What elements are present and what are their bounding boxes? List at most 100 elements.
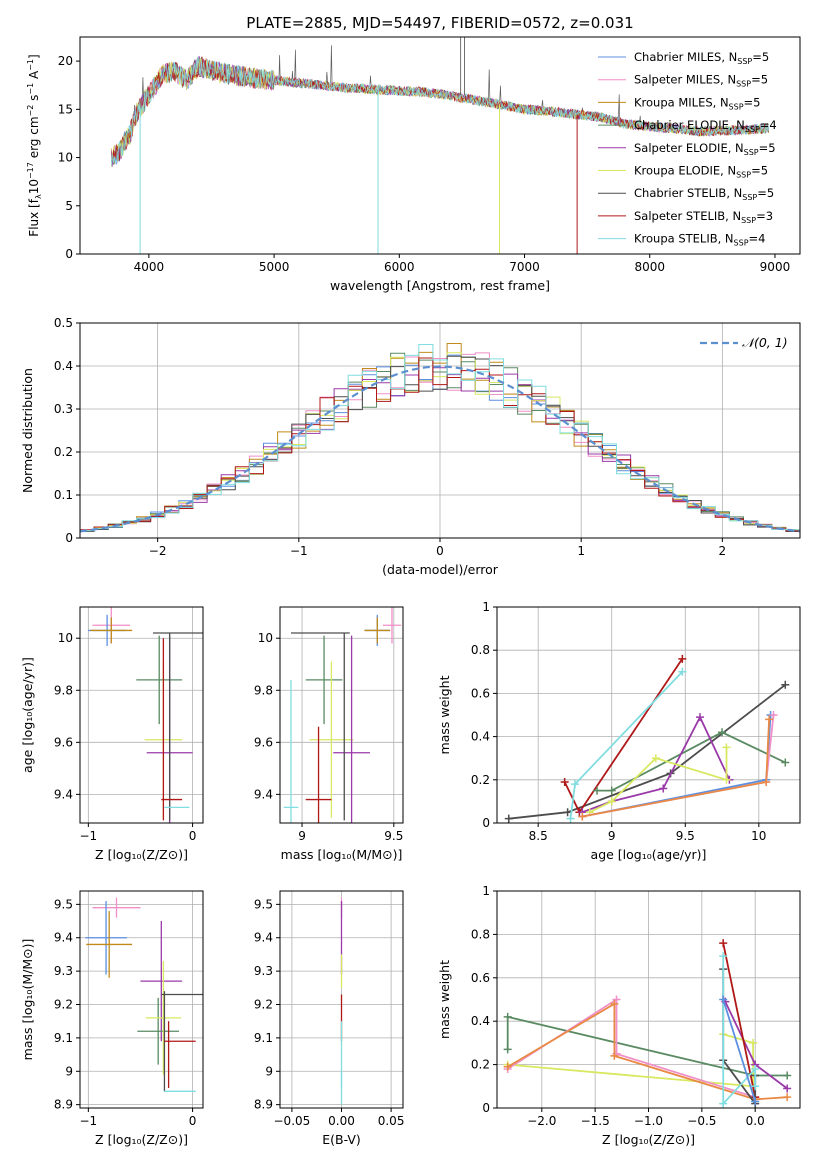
x-tick-label: 9 [298, 829, 306, 843]
weight-marker [783, 1071, 792, 1080]
plot-area-mass-weight-vs-z [503, 939, 792, 1108]
x-tick-label: 9000 [760, 260, 791, 274]
weight-marker [659, 784, 668, 793]
weight-marker [751, 1082, 760, 1091]
weight-marker [719, 952, 728, 961]
axes-mass-vs-z: −1 0 8.9 9 9.1 9.2 9.3 9.4 9.5 Z [log₁₀(Z/Z⊙)] mas… [20, 890, 204, 1147]
y-tick-label: 0.1 [54, 488, 73, 502]
plot-area-mass-weight-vs-age [504, 654, 790, 823]
axes-spectrum: 4000 5000 6000 7000 8000 9000 0 5 10 15 20 waveleng… [26, 36, 801, 293]
axes-frame [279, 890, 404, 1109]
y-tick-label: 8.9 [254, 1098, 273, 1112]
y-axis-label: age [log₁₀(age/yr)] [20, 657, 35, 773]
y-tick-label: 0.6 [471, 686, 490, 700]
weight-marker [722, 775, 731, 784]
x-tick-label: −1.0 [634, 1114, 663, 1128]
weight-marker [504, 814, 513, 823]
x-tick-label: 8000 [634, 260, 665, 274]
y-tick-label: 10 [58, 151, 73, 165]
y-tick-label: 0.8 [471, 927, 490, 941]
y-tick-label: 0 [482, 1101, 490, 1115]
axes-residuals: −2 −1 0 1 2 0 0.1 0.2 0.3 0.4 0.5 (data-model)/erro… [20, 316, 801, 577]
axes-mass-vs-ebv: −0.05 0.00 0.05 8.9 9 9.1 9.2 9.3 9.4 9.5 E(B-V) [254, 890, 405, 1147]
x-axis-label: E(B-V) [322, 1132, 361, 1147]
x-tick-label: −2.0 [527, 1114, 556, 1128]
x-tick-label: 1 [577, 544, 585, 558]
y-tick-label: 9.5 [54, 897, 73, 911]
axes-frame [79, 890, 204, 1109]
y-tick-label: 1 [482, 884, 490, 898]
axes-mass-weight-vs-age: 8.5 9 9.5 10 0 0.2 0.4 0.6 0.8 1 age [log₁₀(age/yr… [437, 600, 801, 862]
weight-marker [719, 1099, 728, 1108]
x-tick-label: 0 [436, 544, 444, 558]
y-tick-label: 0.2 [54, 445, 73, 459]
weight-line [508, 684, 786, 820]
x-tick-label: 0.05 [378, 1114, 405, 1128]
axes-frame [79, 36, 801, 255]
legend-entry: Kroupa ELODIE, NSSP=5 [634, 164, 768, 180]
weight-marker [783, 1093, 792, 1102]
weight-marker [566, 814, 575, 823]
x-tick-label: 10 [751, 829, 766, 843]
legend-entry: Salpeter STELIB, NSSP=3 [634, 209, 773, 225]
weight-marker [503, 1045, 512, 1054]
spectrum-line [110, 56, 770, 166]
x-tick-label: −0.05 [274, 1114, 311, 1128]
y-tick-label: 9.3 [54, 964, 73, 978]
y-axis-label: mass weight [437, 675, 452, 754]
plot-area-residuals [80, 343, 800, 534]
weight-marker [765, 715, 774, 724]
weight-marker [678, 667, 687, 676]
weight-marker [570, 780, 579, 789]
x-tick-label: −1 [290, 544, 308, 558]
weight-marker [612, 995, 621, 1004]
y-tick-label: 9 [265, 1064, 273, 1078]
y-tick-label: 0.6 [471, 971, 490, 985]
y-tick-label: 9.4 [54, 787, 73, 801]
plot-area-mass-vs-z [85, 897, 203, 1092]
x-axis-label: mass [log₁₀(M/M⊙)] [281, 847, 403, 862]
x-tick-label: −0.5 [687, 1114, 716, 1128]
legend-entry: Kroupa MILES, NSSP=5 [634, 95, 760, 111]
weight-marker [718, 728, 727, 737]
x-axis-label: Z [log₁₀(Z/Z⊙)] [95, 1132, 188, 1147]
y-tick-label: 20 [58, 54, 73, 68]
y-tick-label: 9.1 [54, 1031, 73, 1045]
y-tick-label: 9.4 [54, 931, 73, 945]
legend-entry: Chabrier ELODIE, NSSP=4 [634, 118, 777, 134]
x-tick-label: 0.00 [328, 1114, 355, 1128]
y-tick-label: 0.4 [471, 1014, 490, 1028]
x-tick-label: 5000 [259, 260, 290, 274]
y-tick-label: 9 [65, 1064, 73, 1078]
legend-entry: Salpeter MILES, NSSP=5 [634, 73, 768, 89]
y-tick-label: 0 [65, 531, 73, 545]
y-tick-label: 9.4 [254, 931, 273, 945]
x-tick-label: 9 [608, 829, 616, 843]
weight-marker [781, 680, 790, 689]
y-tick-label: 9.5 [254, 897, 273, 911]
plot-area-spectrum [110, 37, 770, 254]
x-axis-label: age [log₁₀(age/yr)] [591, 847, 707, 862]
y-tick-label: 9.4 [254, 787, 273, 801]
axes-frame [496, 606, 801, 824]
y-tick-label: 9.6 [54, 735, 73, 749]
weight-marker [607, 797, 616, 806]
axes-frame [79, 606, 204, 824]
y-tick-label: 8.9 [54, 1098, 73, 1112]
y-axis-label: mass weight [437, 960, 452, 1039]
legend-entry: Chabrier STELIB, NSSP=5 [634, 186, 774, 202]
y-axis-label: Normed distribution [20, 368, 35, 493]
x-tick-label: −2 [149, 544, 167, 558]
weight-marker [769, 711, 778, 719]
plot-area-age-vs-z [88, 607, 203, 823]
x-tick-label: 0 [189, 829, 197, 843]
y-tick-label: 9.2 [54, 998, 73, 1012]
y-tick-label: 15 [58, 102, 73, 116]
weight-marker [781, 758, 790, 767]
legend-entry: Chabrier MILES, NSSP=5 [634, 50, 769, 66]
y-axis-label: mass [log₁₀(M/M⊙)] [20, 939, 35, 1061]
x-axis-label: Z [log₁₀(Z/Z⊙)] [602, 1132, 695, 1147]
figure-title: PLATE=2885, MJD=54497, FIBERID=0572, z=0… [246, 14, 633, 32]
x-tick-label: 7000 [509, 260, 540, 274]
